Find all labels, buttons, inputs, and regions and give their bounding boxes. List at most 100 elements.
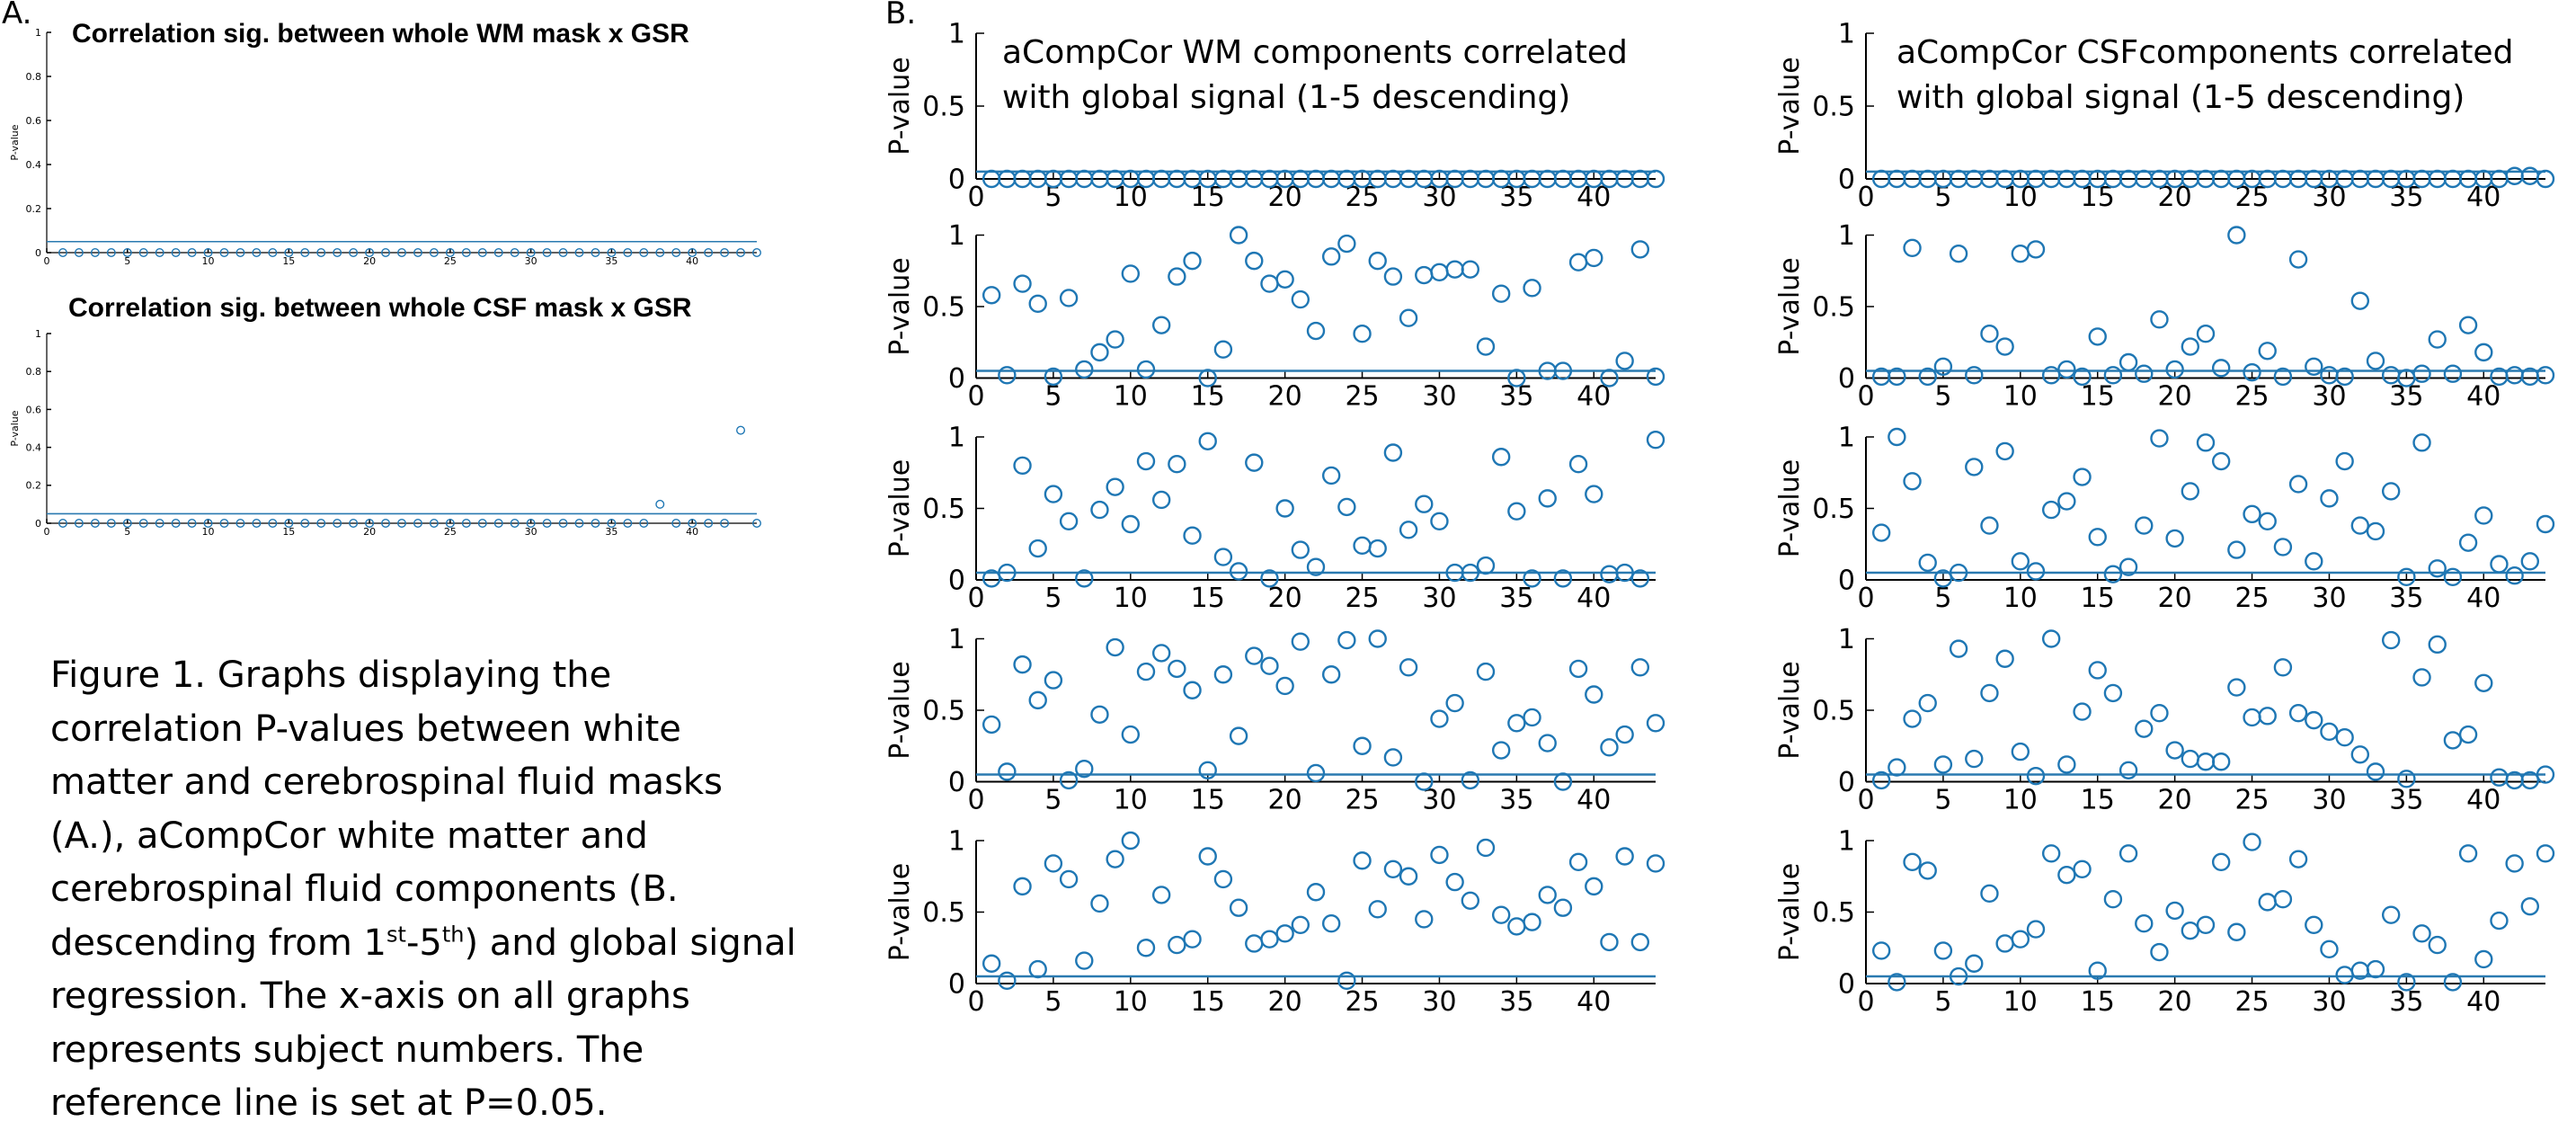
data-point (2227, 226, 2246, 245)
y-tick-label: 1 (1838, 423, 1855, 454)
data-point (2428, 330, 2447, 349)
data-point (1476, 838, 1496, 858)
data-point (998, 762, 1017, 781)
data-point (2103, 366, 2123, 385)
data-point (1151, 886, 1171, 904)
x-tick-label: 10 (202, 526, 215, 538)
x-tick-label: 0 (1857, 986, 1874, 1018)
data-point (2474, 949, 2493, 969)
data-point (2196, 325, 2216, 343)
data-point (1353, 851, 1372, 870)
x-tick-label: 40 (1577, 986, 1611, 1018)
caption-line: matter and cerebrospinal fluid masks (50, 761, 723, 803)
data-point (1213, 869, 1233, 889)
data-point (2119, 761, 2138, 779)
data-point (510, 248, 520, 258)
x-tick-label: 15 (2081, 381, 2115, 413)
data-point (2258, 342, 2277, 361)
data-point (1933, 941, 1953, 960)
data-point (1507, 502, 1526, 521)
data-point (2350, 516, 2370, 535)
data-point (1245, 934, 1264, 953)
y-tick-label: 0.5 (922, 696, 965, 727)
y-axis-label: P-value (884, 57, 916, 155)
data-point (671, 248, 681, 258)
data-point (574, 248, 584, 258)
data-point (1136, 939, 1156, 957)
data-point (2243, 833, 2261, 851)
data-point (2273, 538, 2293, 557)
data-point (1630, 658, 1650, 677)
data-point (591, 248, 600, 258)
data-point (1476, 556, 1496, 575)
data-point (2103, 683, 2123, 703)
data-point (1965, 954, 1984, 973)
data-point (1399, 867, 1418, 886)
y-tick-label: 1 (1838, 220, 1855, 252)
y-tick-label: 0.5 (922, 92, 965, 123)
data-point (2073, 468, 2092, 486)
data-point (2057, 865, 2076, 885)
data-point (219, 248, 229, 258)
data-point (1059, 869, 1079, 889)
data-point (1415, 910, 1434, 929)
data-point (1568, 852, 1588, 872)
data-point (736, 248, 746, 258)
data-point (187, 519, 197, 529)
data-point (639, 519, 649, 529)
data-point (2165, 529, 2184, 548)
data-point (1275, 270, 1294, 289)
data-point (1476, 337, 1496, 356)
x-tick-label: 20 (1268, 785, 1302, 816)
data-point (542, 248, 552, 258)
x-tick-label: 5 (1934, 381, 1951, 413)
plot-wm2: 00.510 5 10 15 20 25 30 35 40P-value (884, 220, 1666, 413)
x-tick-label: 10 (1114, 381, 1148, 413)
y-tick-label: 1 (948, 423, 965, 454)
y-tick-label: 0 (948, 969, 965, 1001)
data-point (2227, 540, 2246, 559)
data-point (1383, 443, 1403, 462)
caption-superscript: th (441, 922, 465, 948)
x-tick-label: 30 (1422, 583, 1456, 614)
data-point (704, 519, 714, 529)
y-tick-label: 0.4 (26, 159, 42, 171)
data-point (2150, 429, 2169, 448)
plot-csf5: 00.510 5 10 15 20 25 30 35 40P-value (1774, 826, 2555, 1018)
data-point (381, 519, 391, 529)
data-point (2150, 703, 2169, 723)
data-point (284, 248, 294, 258)
x-tick-label: 10 (2003, 785, 2038, 816)
data-point (2381, 630, 2401, 650)
data-point (74, 248, 84, 258)
plot-a2: 00.20.40.60.810 5 10 15 20 25 30 35 40P-valueCor… (9, 293, 762, 538)
data-point (2412, 668, 2431, 687)
data-point (268, 519, 278, 529)
data-point (235, 519, 245, 529)
data-point (1507, 917, 1526, 936)
x-tick-label: 40 (2466, 583, 2500, 614)
x-tick-label: 10 (2003, 583, 2038, 614)
data-point (1585, 248, 1603, 268)
data-point (998, 563, 1017, 583)
data-point (2088, 661, 2107, 680)
y-axis-label: P-value (1774, 863, 1806, 961)
data-point (1445, 693, 1464, 713)
data-point (1415, 772, 1434, 791)
data-point (2211, 451, 2231, 471)
data-point (2073, 702, 2092, 721)
data-point (1568, 253, 1588, 272)
data-point (171, 248, 181, 258)
data-point (2243, 362, 2261, 382)
data-point (138, 248, 148, 258)
plot-wm5: 00.510 5 10 15 20 25 30 35 40P-value (884, 826, 1666, 1018)
data-point (1306, 321, 1326, 341)
x-tick-label: 30 (2312, 381, 2346, 413)
data-point (1383, 859, 1403, 878)
x-tick-label: 35 (2389, 583, 2423, 614)
data-point (1229, 898, 1248, 917)
data-point (998, 366, 1017, 385)
data-point (1646, 854, 1666, 873)
y-axis-label: P-value (9, 410, 21, 446)
data-point (429, 519, 439, 529)
